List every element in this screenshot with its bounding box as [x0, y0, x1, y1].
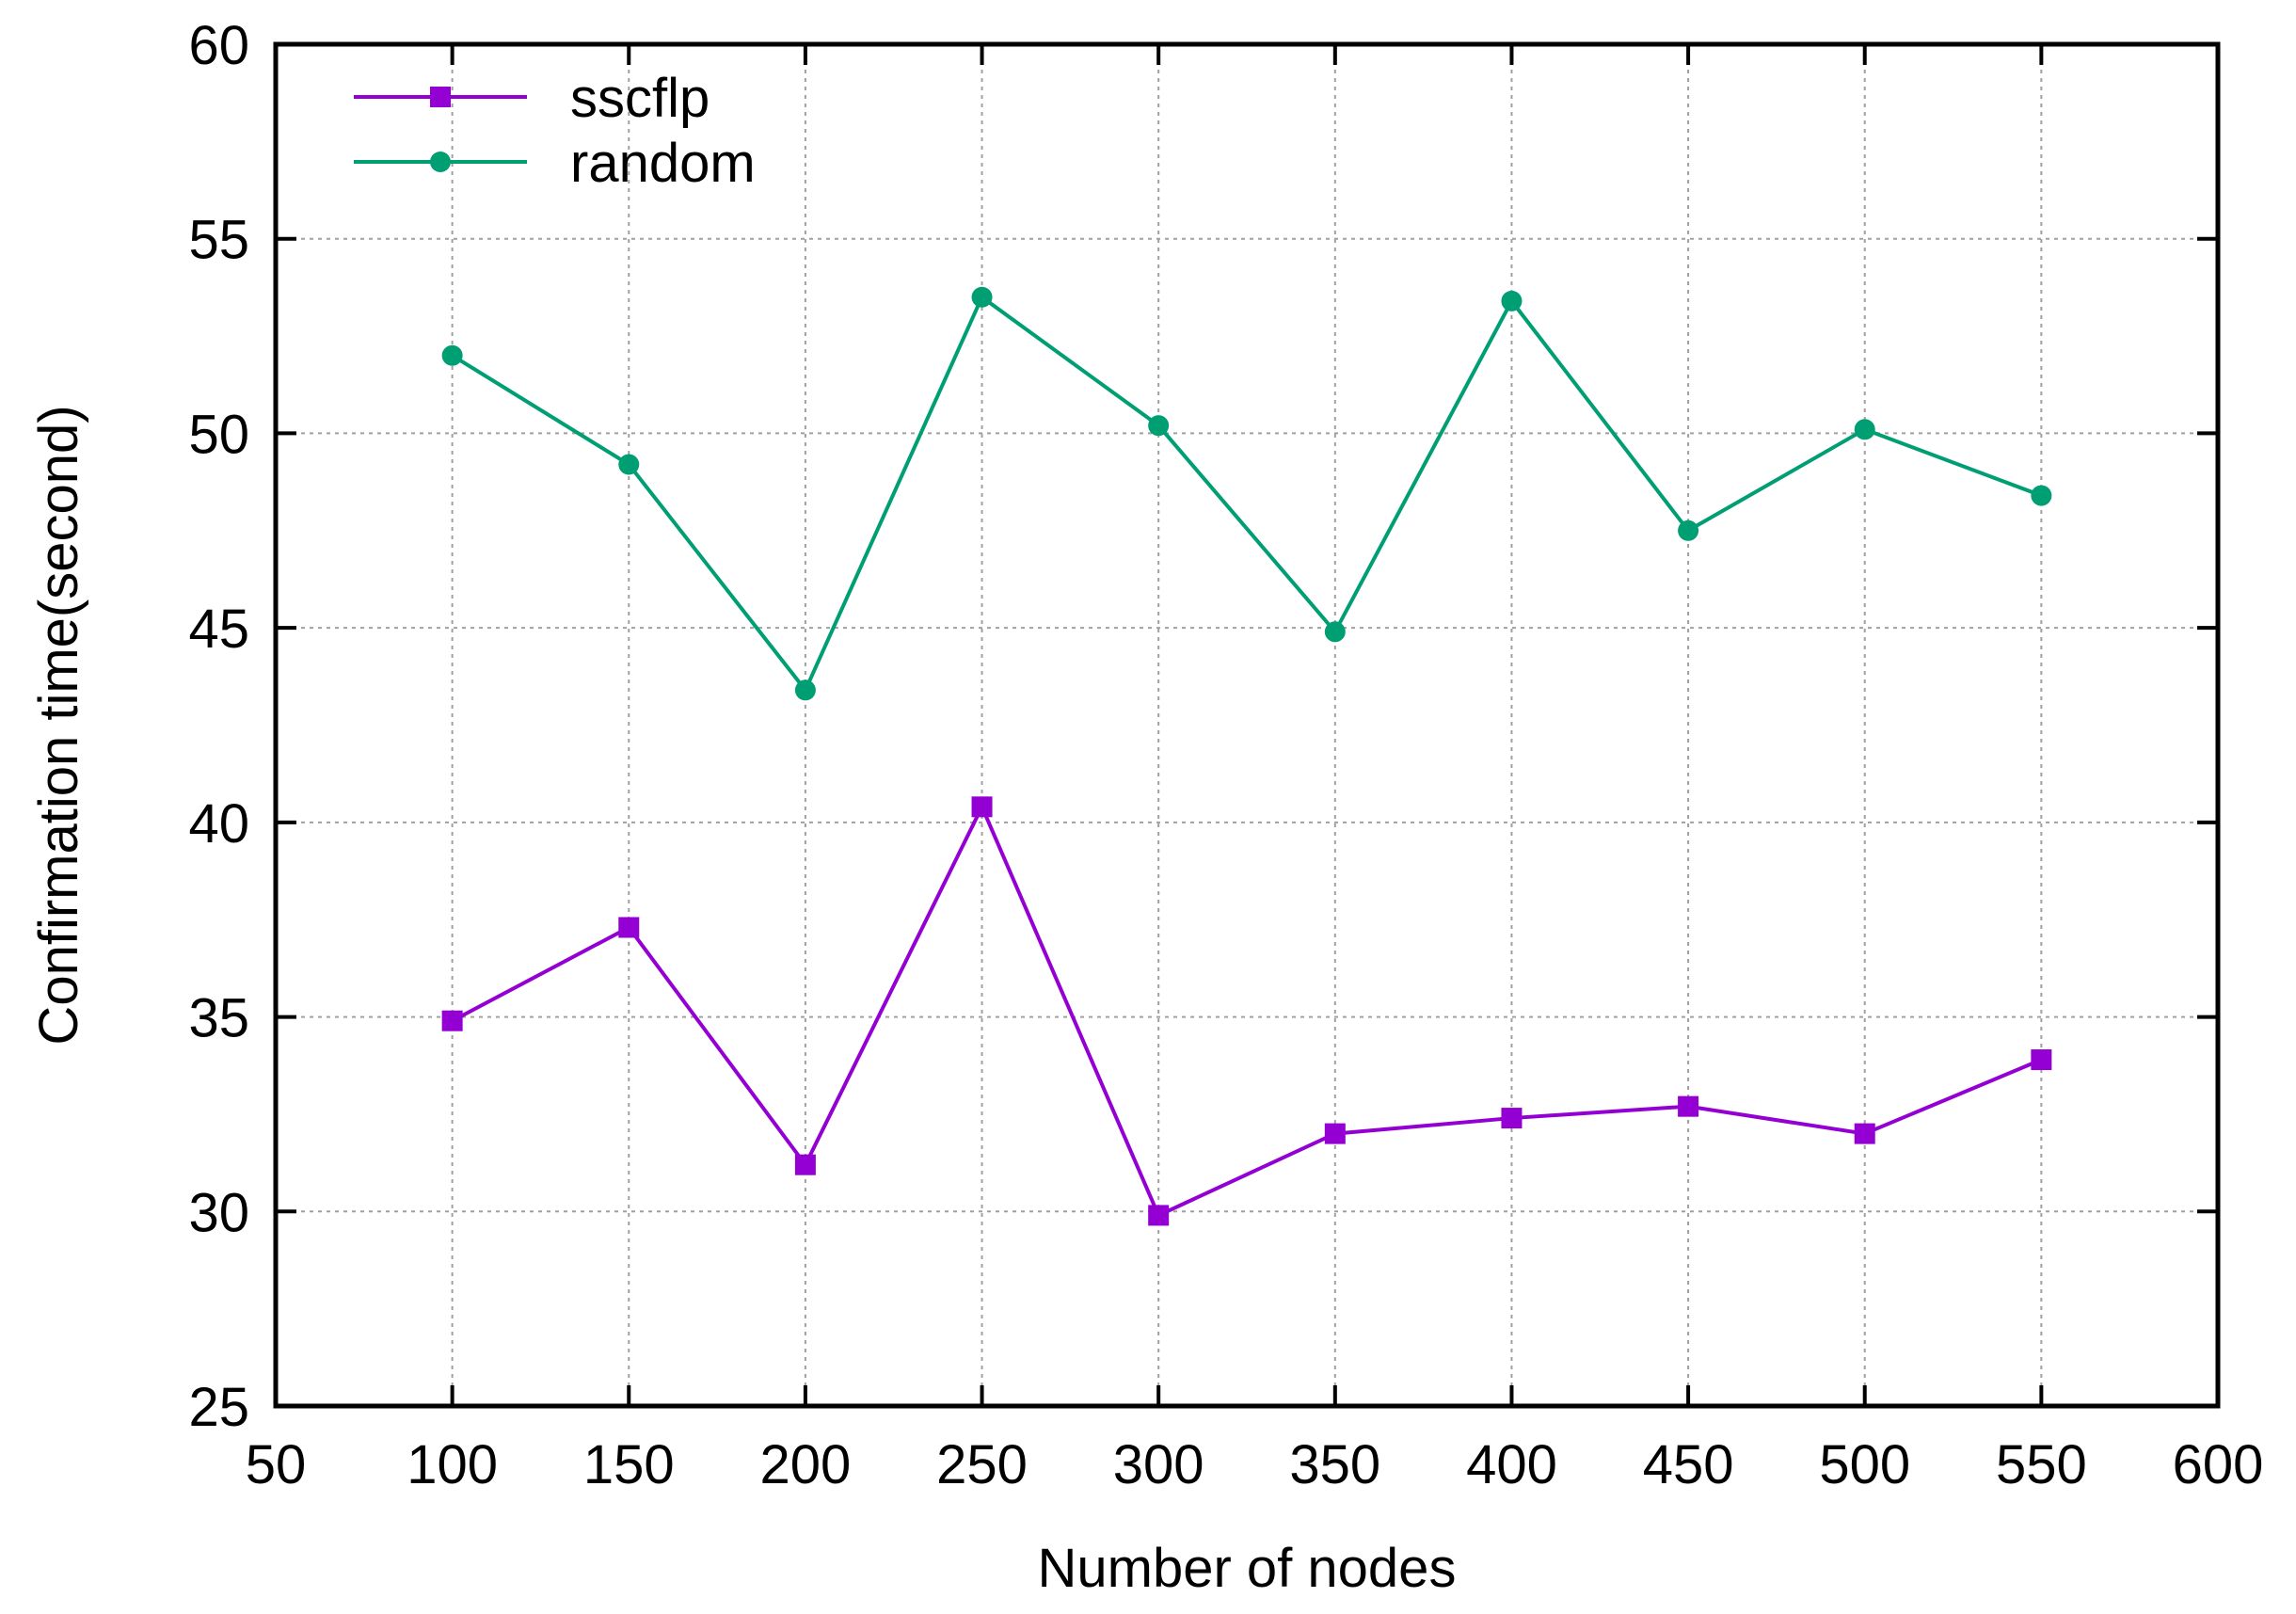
x-tick-label: 100: [407, 1434, 498, 1495]
data-point-sscflp-100: [441, 1010, 463, 1031]
data-point-sscflp-350: [1324, 1123, 1346, 1144]
y-tick-label: 30: [188, 1182, 249, 1243]
x-tick-label: 400: [1466, 1434, 1557, 1495]
data-point-sscflp-400: [1501, 1108, 1523, 1129]
data-series: [441, 286, 2052, 1226]
data-point-sscflp-200: [794, 1154, 816, 1175]
data-point-sscflp-300: [1148, 1205, 1170, 1226]
data-point-sscflp-250: [971, 796, 993, 818]
y-tick-label: 35: [188, 988, 249, 1049]
y-axis-title: Confirmation time(second): [28, 405, 89, 1045]
data-point-random-350: [1324, 621, 1346, 643]
x-tick-label: 300: [1113, 1434, 1204, 1495]
x-tick-labels: 50 100 150 200 250 300 350 400 450 500 550 600: [246, 1434, 2264, 1495]
y-tick-label: 25: [188, 1377, 249, 1438]
data-point-sscflp-450: [1678, 1095, 1699, 1117]
plot-frame: [273, 41, 2221, 1409]
x-tick-label: 200: [760, 1434, 852, 1495]
data-point-random-100: [441, 344, 463, 366]
data-point-random-200: [794, 679, 816, 701]
x-tick-label: 150: [583, 1434, 675, 1495]
y-tick-label: 40: [188, 793, 249, 855]
data-point-random-300: [1148, 415, 1170, 437]
legend-label: sscflp: [570, 68, 710, 129]
x-tick-label: 250: [936, 1434, 1028, 1495]
legend-item-random: random: [354, 133, 756, 194]
x-axis-title: Number of nodes: [1038, 1538, 1457, 1599]
grid-lines: [276, 44, 2218, 1406]
legend-item-sscflp: sscflp: [354, 68, 710, 129]
x-tick-label: 550: [1996, 1434, 2087, 1495]
x-tick-label: 50: [246, 1434, 307, 1495]
data-point-random-550: [2031, 485, 2052, 506]
axis-ticks: [274, 42, 2220, 1408]
data-point-sscflp-550: [2031, 1049, 2052, 1071]
legend-marker-sscflp: [430, 87, 451, 107]
x-tick-label: 500: [1819, 1434, 1910, 1495]
data-point-sscflp-150: [618, 917, 640, 938]
y-tick-label: 55: [188, 210, 249, 271]
x-tick-label: 450: [1643, 1434, 1734, 1495]
data-point-random-450: [1678, 519, 1699, 541]
y-tick-label: 50: [188, 404, 249, 465]
data-point-random-150: [618, 454, 640, 475]
series-random: [441, 286, 2052, 701]
y-tick-label: 60: [188, 15, 249, 76]
x-tick-label: 350: [1289, 1434, 1380, 1495]
series-line-random: [451, 294, 2043, 695]
legend-label: random: [570, 133, 756, 194]
y-tick-labels: 25 30 35 40 45 50 55 60: [188, 15, 249, 1438]
legend-marker-random: [430, 152, 451, 172]
x-tick-label: 600: [2173, 1434, 2264, 1495]
data-point-random-250: [971, 286, 993, 308]
series-sscflp: [441, 796, 2052, 1226]
data-point-sscflp-500: [1854, 1123, 1875, 1144]
data-point-random-500: [1854, 419, 1875, 440]
data-point-random-400: [1501, 290, 1523, 312]
series-line-sscflp: [451, 802, 2043, 1219]
y-tick-label: 45: [188, 599, 249, 660]
